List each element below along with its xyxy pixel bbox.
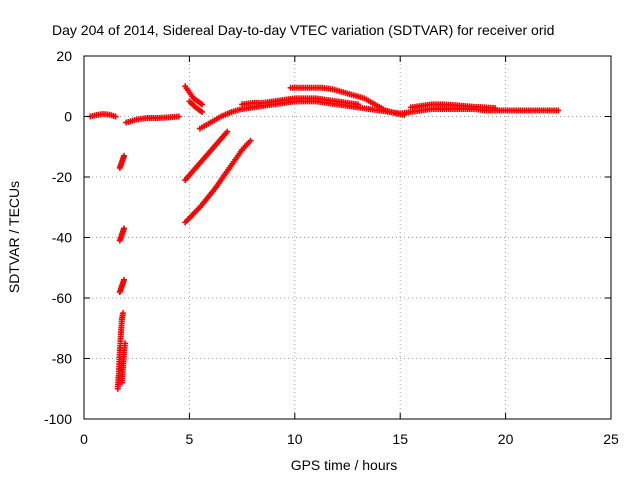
series-track-k bbox=[182, 137, 254, 226]
series-track-c bbox=[118, 340, 129, 386]
y-tick-label: -20 bbox=[52, 169, 72, 185]
data-points bbox=[87, 83, 562, 392]
data-point bbox=[247, 137, 254, 144]
x-axis-ticks: 0 5 10 15 20 25 bbox=[80, 56, 619, 447]
x-tick-label: 20 bbox=[498, 431, 514, 447]
x-tick-label: 15 bbox=[392, 431, 408, 447]
y-tick-label: 0 bbox=[64, 109, 72, 125]
series-track-h bbox=[182, 83, 206, 108]
data-point bbox=[119, 310, 126, 317]
y-tick-label: -80 bbox=[52, 351, 72, 367]
y-axis-ticks: -100 -80 -60 -40 -20 0 20 bbox=[44, 48, 611, 427]
data-point bbox=[492, 105, 499, 112]
x-tick-label: 5 bbox=[186, 431, 194, 447]
y-tick-label: -60 bbox=[52, 290, 72, 306]
series-track-f bbox=[116, 152, 128, 171]
data-point bbox=[555, 107, 562, 114]
y-tick-label: -100 bbox=[44, 411, 72, 427]
chart-title: Day 204 of 2014, Sidereal Day-to-day VTE… bbox=[52, 22, 554, 38]
data-point bbox=[199, 108, 206, 115]
data-point bbox=[121, 276, 128, 283]
series-track-j bbox=[182, 128, 231, 184]
series-track-i bbox=[186, 98, 206, 115]
y-tick-label: -40 bbox=[52, 230, 72, 246]
x-tick-label: 0 bbox=[80, 431, 88, 447]
data-point bbox=[401, 111, 408, 118]
series-track-m bbox=[287, 84, 408, 118]
data-point bbox=[122, 340, 129, 347]
data-point bbox=[121, 152, 128, 159]
data-point bbox=[121, 225, 128, 232]
y-tick-label: 20 bbox=[56, 48, 72, 64]
series-track-d bbox=[116, 276, 128, 295]
data-point bbox=[199, 101, 206, 108]
data-point bbox=[224, 128, 231, 135]
series-track-g bbox=[123, 113, 182, 126]
data-point bbox=[355, 101, 362, 108]
series-track-o bbox=[239, 95, 362, 108]
data-point bbox=[175, 113, 182, 120]
data-point bbox=[112, 113, 119, 120]
x-axis-label: GPS time / hours bbox=[291, 457, 398, 473]
series-track-n bbox=[407, 101, 499, 112]
series-track-e bbox=[116, 225, 128, 244]
x-tick-label: 10 bbox=[287, 431, 303, 447]
x-tick-label: 25 bbox=[603, 431, 619, 447]
series-track-a bbox=[87, 111, 119, 120]
y-axis-label: SDTVAR / TECUs bbox=[6, 181, 22, 293]
